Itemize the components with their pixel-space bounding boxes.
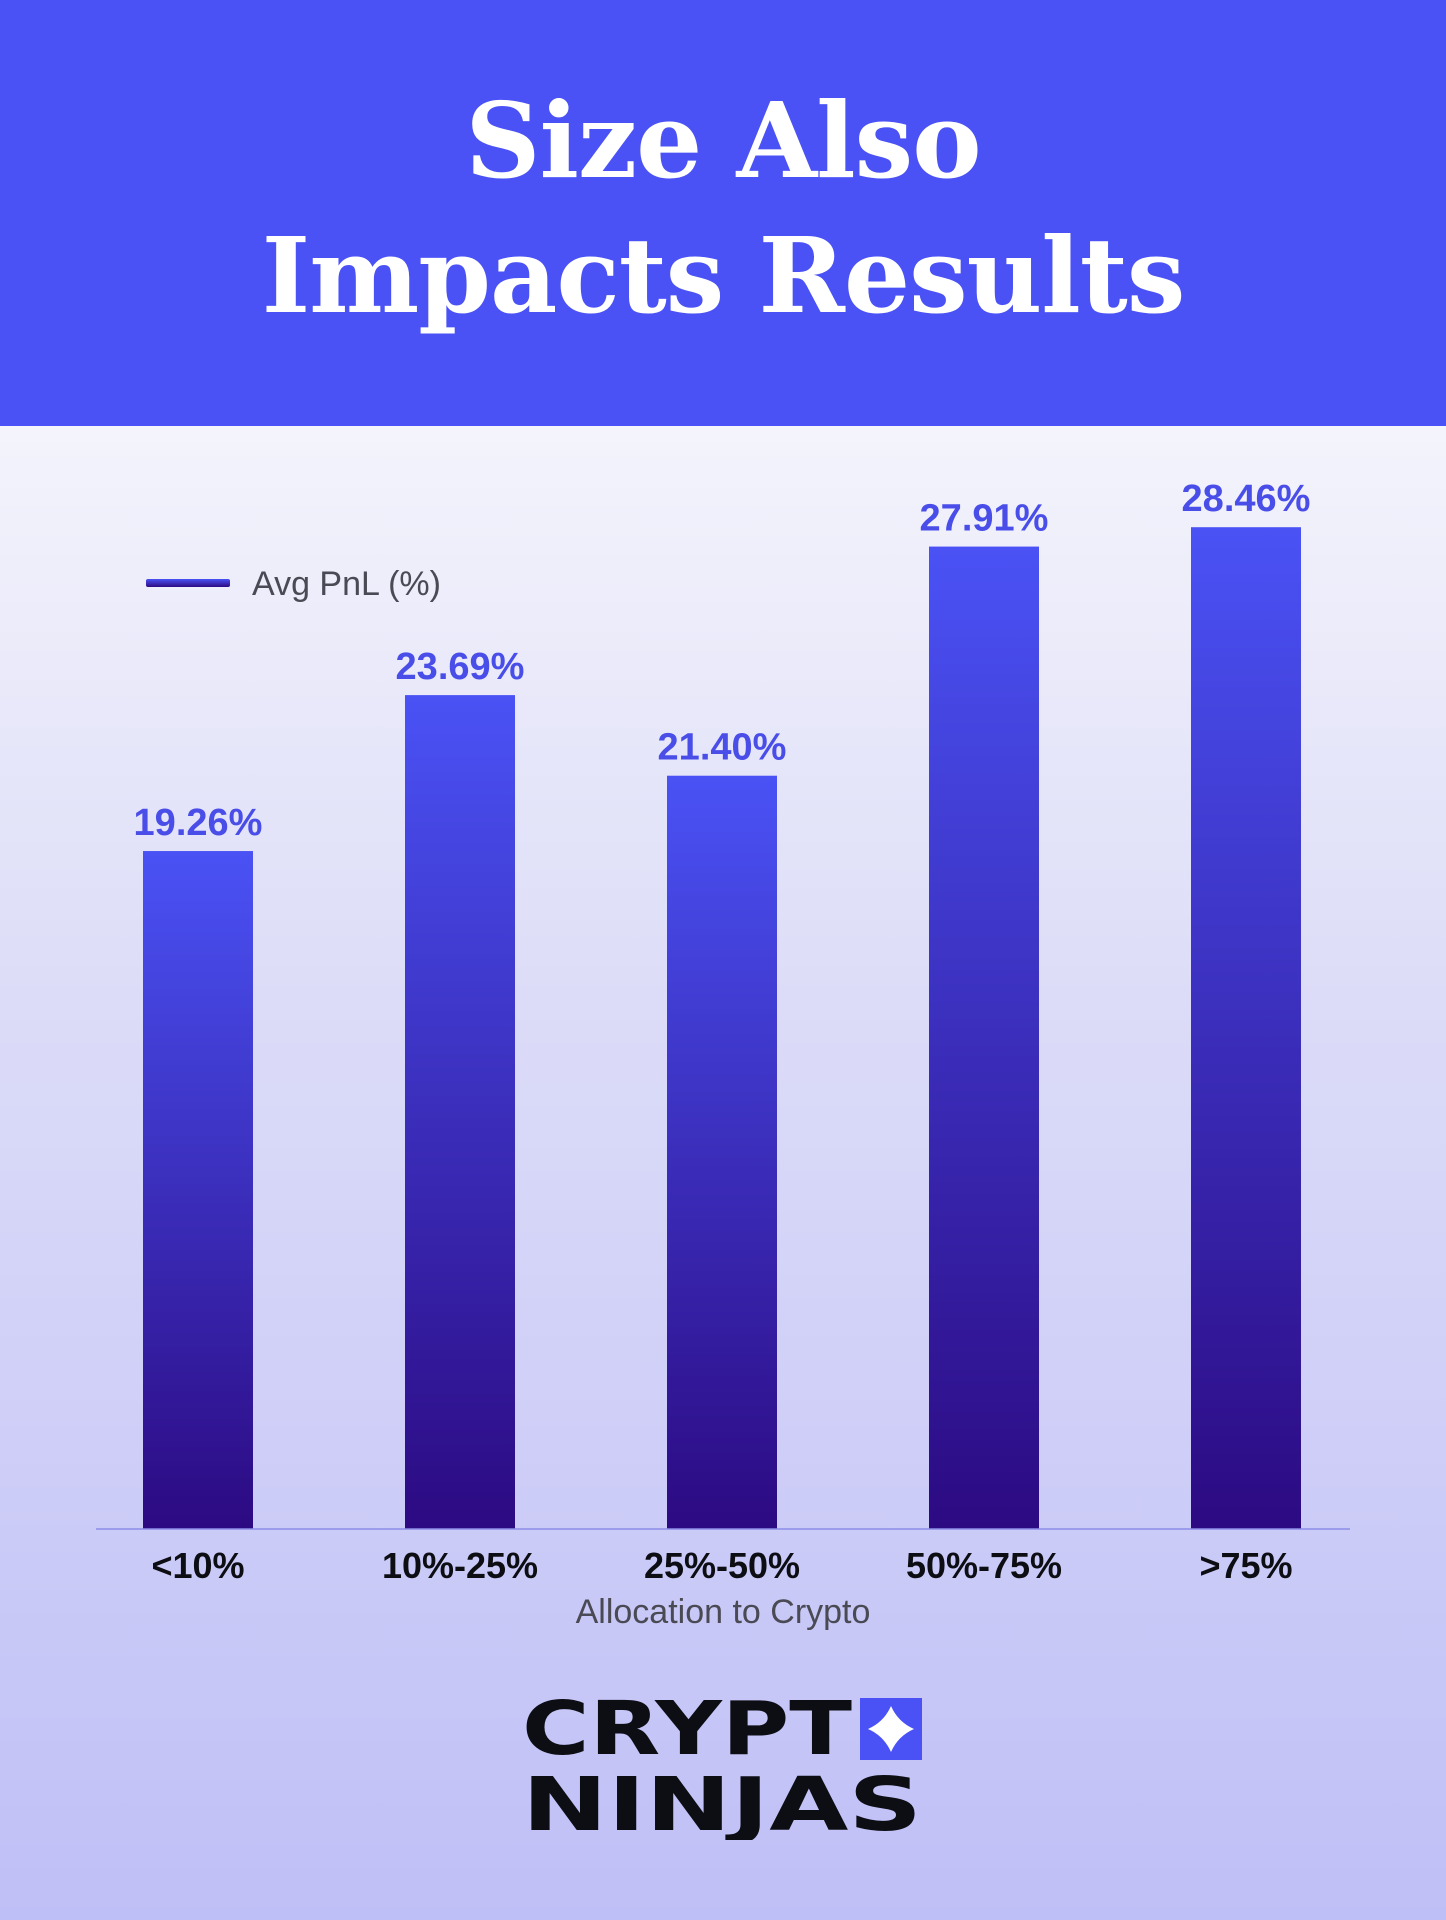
x-tick-label-1: 10%-25%: [382, 1545, 538, 1586]
legend-label: Avg PnL (%): [252, 565, 441, 603]
x-tick-label-3: 50%-75%: [906, 1545, 1062, 1586]
crypto-ninjas-logo: CRYPT NINJAS: [522, 1690, 922, 1840]
bar-1: [405, 695, 515, 1529]
value-label-3: 27.91%: [920, 498, 1049, 540]
x-tick-label-4: >75%: [1199, 1545, 1292, 1586]
title-banner: Size Also Impacts Results: [0, 0, 1446, 426]
value-label-1: 23.69%: [396, 646, 525, 688]
x-axis-title: Allocation to Crypto: [576, 1593, 871, 1631]
page-title-line-1: Size Also: [465, 79, 981, 202]
x-tick-label-2: 25%-50%: [644, 1545, 800, 1586]
four-point-star-icon: [860, 1698, 922, 1760]
bar-chart: Avg PnL (%) 19.26% 23.69% 21.40% 27.91% 28.4…: [96, 478, 1350, 1631]
logo-wordmark-line2: NINJAS: [522, 1762, 922, 1840]
x-tick-label-0: <10%: [151, 1545, 244, 1586]
bar-3: [929, 546, 1039, 1529]
value-label-4: 28.46%: [1182, 478, 1311, 520]
page-title-line-2: Impacts Results: [261, 214, 1186, 337]
chart-legend: Avg PnL (%): [146, 565, 441, 603]
x-tick-labels-group: <10% 10%-25% 25%-50% 50%-75% >75%: [151, 1545, 1292, 1586]
value-label-0: 19.26%: [134, 802, 263, 844]
bar-2: [667, 775, 777, 1529]
bars-group: [143, 527, 1301, 1529]
bar-0: [143, 851, 253, 1529]
legend-swatch: [146, 579, 230, 587]
value-labels-group: 19.26% 23.69% 21.40% 27.91% 28.46%: [134, 478, 1311, 844]
bar-4: [1191, 527, 1301, 1529]
value-label-2: 21.40%: [658, 727, 787, 769]
logo-wordmark-line1: CRYPT: [522, 1690, 853, 1772]
